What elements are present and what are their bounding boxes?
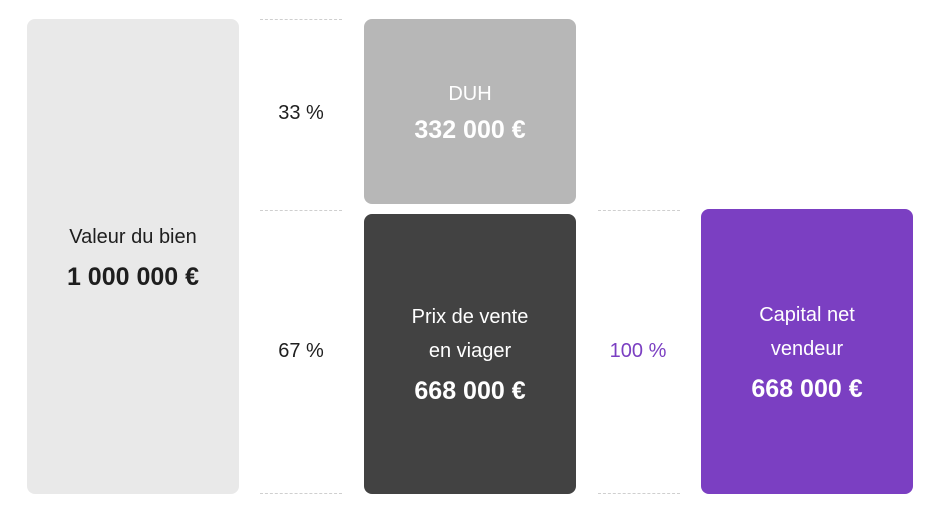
sale-price-box: Prix de vente en viager 668 000 € [364, 214, 576, 494]
property-value-label: Valeur du bien [69, 225, 197, 248]
sale-percent: 67 % [278, 340, 324, 362]
net-capital-label: Capital net vendeur [759, 303, 855, 360]
net-capital-box: Capital net vendeur 668 000 € [701, 209, 913, 494]
duh-amount: 332 000 € [414, 115, 526, 144]
sale-price-amount: 668 000 € [414, 377, 526, 405]
property-value-amount: 1 000 000 € [66, 262, 200, 291]
property-value-box: Valeur du bien 1 000 000 € [27, 19, 239, 494]
duh-box: DUH 332 000 € [364, 19, 576, 204]
duh-percent: 33 % [278, 102, 324, 124]
duh-label: DUH [448, 82, 492, 105]
middle-divider-right [598, 210, 680, 211]
sale-price-label: Prix de vente en viager [411, 306, 529, 362]
middle-divider-left [260, 210, 342, 211]
net-capital-amount: 668 000 € [751, 374, 863, 403]
net-percent: 100 % [609, 340, 667, 362]
bottom-divider-right [598, 493, 680, 494]
bottom-divider-left [260, 493, 342, 494]
top-divider-left [260, 19, 342, 20]
